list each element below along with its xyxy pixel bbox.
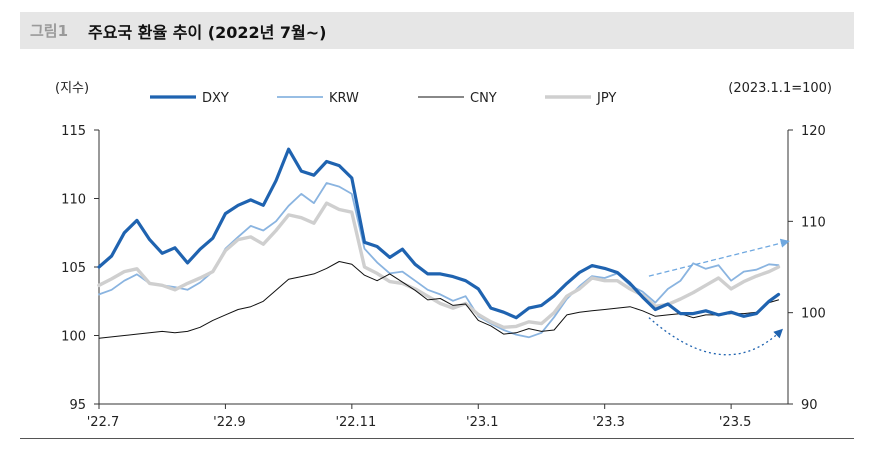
annotation-layer bbox=[648, 238, 790, 356]
legend-label-cny: CNY bbox=[470, 91, 497, 106]
bottom-rule bbox=[20, 438, 854, 439]
legend-label-jpy: JPY bbox=[596, 91, 616, 106]
x-tick-label: '22.11 bbox=[335, 415, 376, 430]
series-line-dxy bbox=[97, 147, 781, 320]
x-tick-label: '23.5 bbox=[719, 415, 752, 430]
x-tick-label: '23.3 bbox=[592, 415, 625, 430]
series-layer bbox=[97, 147, 781, 339]
title-bar: 그림1 주요국 환율 추이 (2022년 7월~) bbox=[20, 12, 854, 49]
x-tick-label: '23.1 bbox=[466, 415, 499, 430]
left-tick-label: 100 bbox=[61, 330, 86, 345]
left-tick-label: 115 bbox=[61, 124, 86, 139]
right-tick-label: 90 bbox=[801, 398, 818, 413]
series-line-cny bbox=[98, 261, 779, 339]
right-tick-label: 100 bbox=[801, 307, 826, 322]
x-tick-label: '22.7 bbox=[87, 415, 120, 430]
legend-label-dxy: DXY bbox=[202, 91, 229, 106]
legend: DXY KRW CNY JPY bbox=[150, 91, 616, 106]
left-axis-label: (지수) bbox=[55, 81, 89, 96]
annotation-arrow bbox=[648, 317, 783, 356]
right-tick-label: 110 bbox=[801, 215, 826, 230]
left-tick-label: 105 bbox=[61, 261, 86, 276]
chart-title: 주요국 환율 추이 (2022년 7월~) bbox=[88, 23, 327, 42]
left-tick-label: 95 bbox=[69, 398, 86, 413]
right-axis-label: (2023.1.1=100) bbox=[728, 81, 832, 96]
axes-layer: 95 100 105 110 115 90 100 110 120 '22.7 '22.9 '22.1… bbox=[61, 124, 826, 430]
x-tick-label: '22.9 bbox=[213, 415, 246, 430]
right-tick-label: 120 bbox=[801, 124, 826, 139]
figure-label: 그림1 bbox=[30, 22, 69, 40]
legend-label-krw: KRW bbox=[329, 91, 359, 106]
left-tick-label: 110 bbox=[61, 193, 86, 208]
